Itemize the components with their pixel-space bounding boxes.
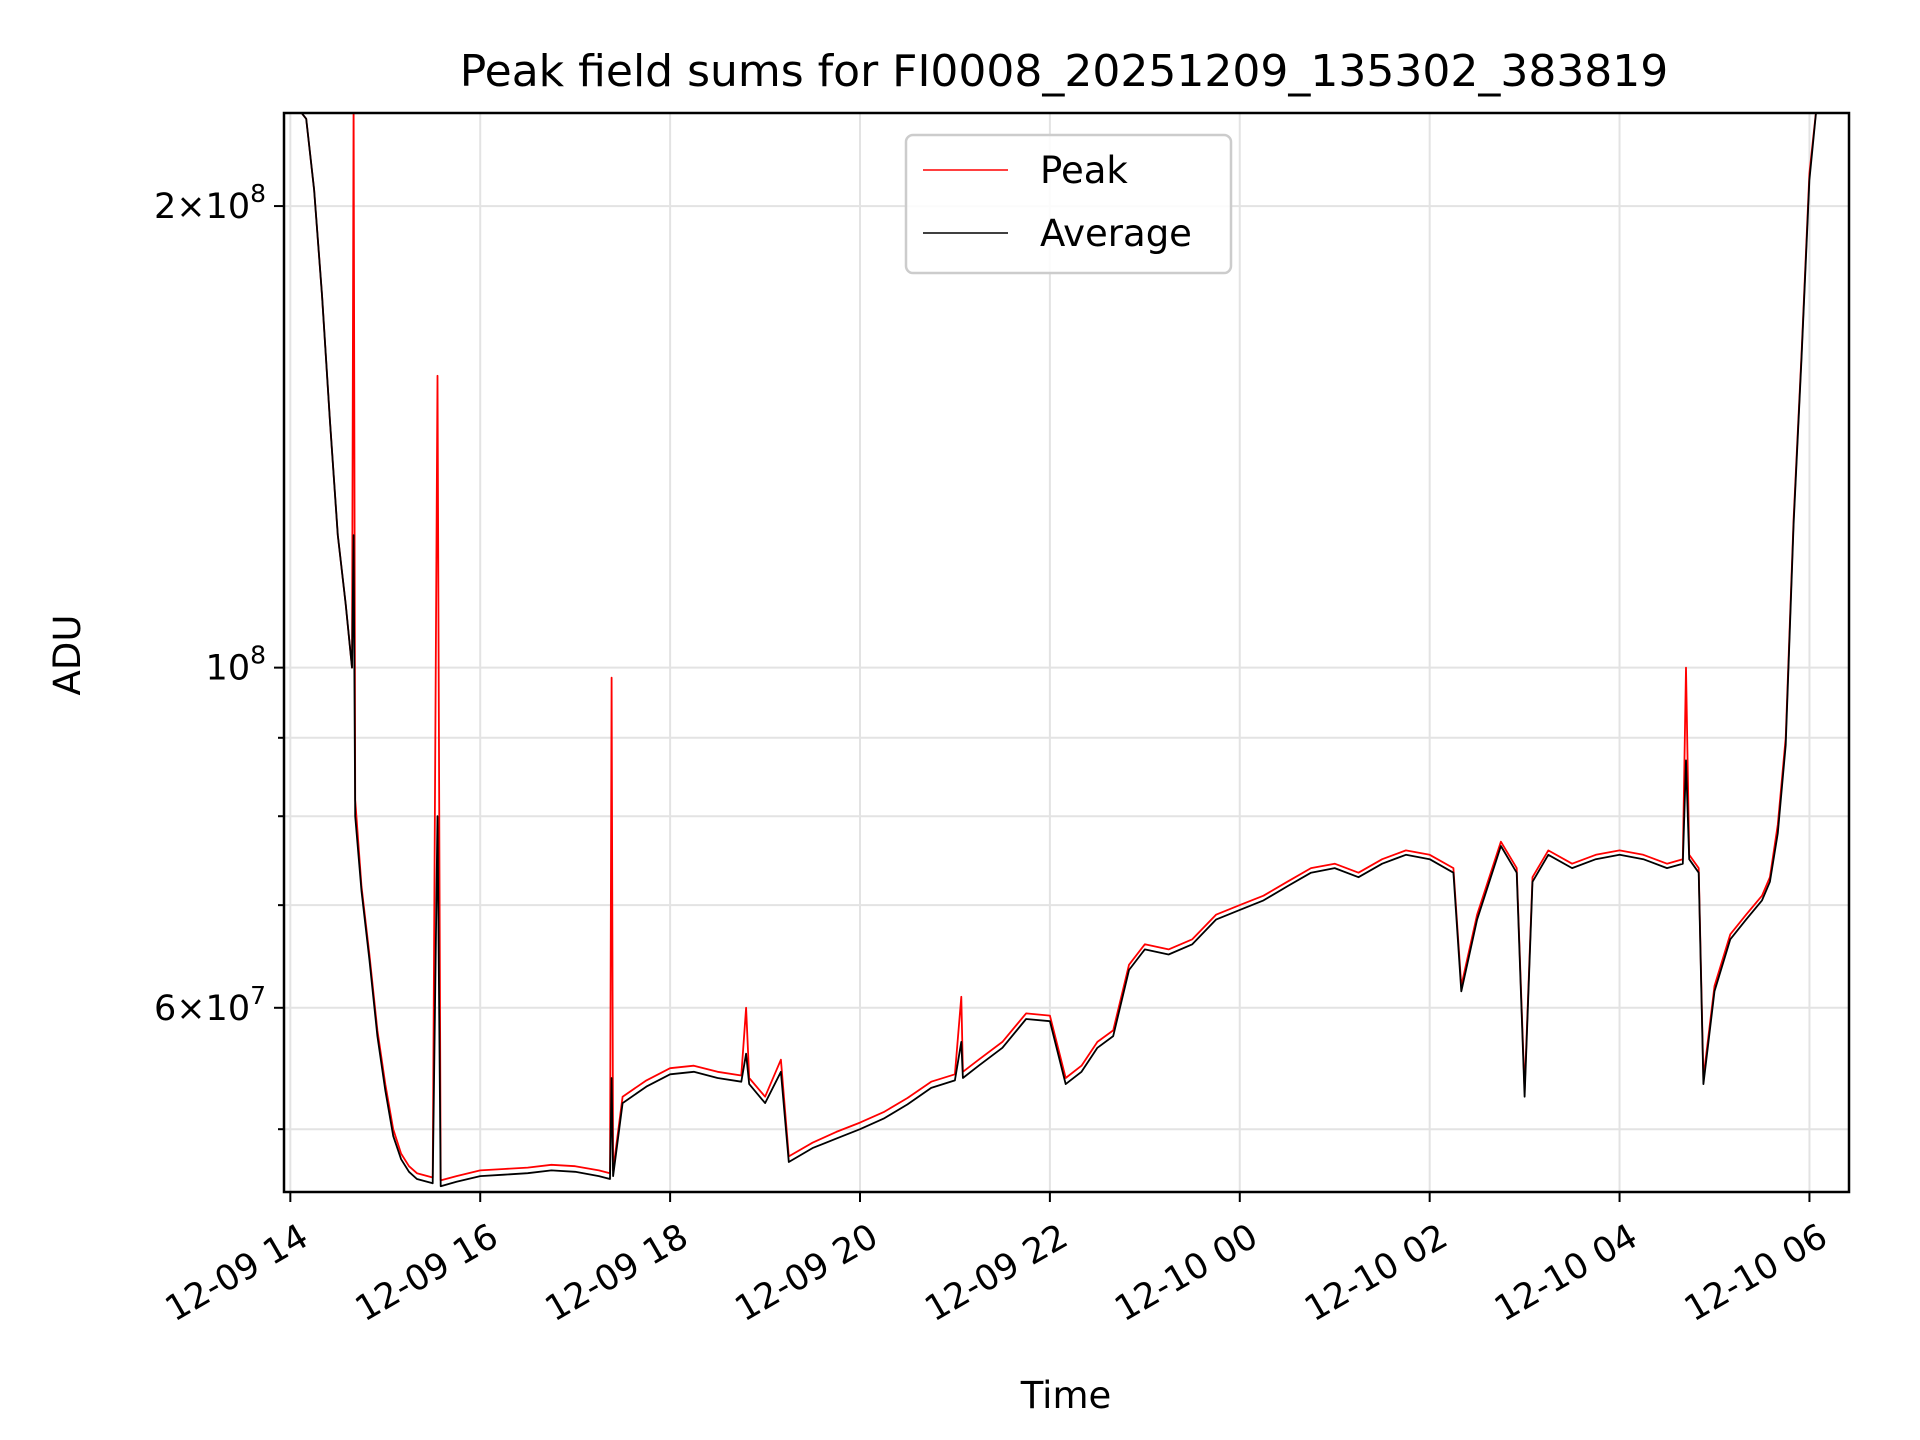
legend-peak-label: Peak [1040,149,1128,192]
legend-average-label: Average [1040,212,1192,255]
plot-frame [282,111,1851,1194]
y-tick-label: 2×108 [154,179,266,227]
chart-title: Peak field sums for FI0008_20251209_1353… [460,46,1669,97]
legend: Peak Average [904,133,1233,275]
y-axis: 2×108 108 6×107 [154,179,284,1131]
series-layer [300,113,1817,1188]
y-axis-label: ADU [46,615,89,696]
series-line-average [300,113,1817,1188]
x-axis-label: Time [1020,1374,1112,1417]
y-tick-label: 6×107 [154,981,266,1029]
y-tick-label: 108 [206,641,266,689]
series-line-peak [300,113,1817,1182]
